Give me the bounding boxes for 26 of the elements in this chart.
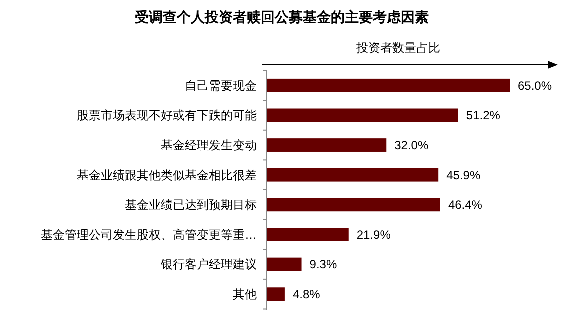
chart-title: 受调查个人投资者赎回公募基金的主要考虑因素 — [134, 9, 429, 25]
bar — [267, 258, 302, 272]
bar — [267, 108, 458, 122]
y-tick-label: 银行客户经理建议 — [160, 258, 257, 272]
data-label: 32.0% — [394, 138, 429, 152]
y-tick-label: 股票市场表现不好或有下跌的可能 — [77, 108, 257, 123]
x-axis-title: 投资者数量占比 — [356, 41, 440, 55]
bar — [267, 228, 349, 242]
y-tick-label: 基金经理发生变动 — [161, 138, 257, 152]
data-label: 4.8% — [292, 288, 321, 302]
data-label: 51.2% — [466, 108, 501, 123]
y-tick-label: 基金业绩跟其他类似基金相比很差 — [77, 168, 257, 182]
data-label: 46.4% — [448, 198, 483, 212]
data-label: 21.9% — [356, 228, 392, 242]
bar — [267, 138, 387, 152]
data-label: 9.3% — [310, 258, 338, 272]
data-label: 65.0% — [518, 78, 552, 93]
bar — [267, 288, 285, 302]
y-tick-label: 自己需要现金 — [185, 78, 257, 93]
y-tick-label: 基金管理公司发生股权、高管变更等重… — [41, 228, 257, 242]
bar — [267, 168, 439, 182]
bar — [267, 78, 510, 92]
data-label: 45.9% — [446, 168, 481, 182]
y-tick-label: 其他 — [233, 288, 257, 302]
bar — [267, 198, 440, 212]
y-tick-label: 基金业绩已达到预期目标 — [125, 198, 257, 212]
